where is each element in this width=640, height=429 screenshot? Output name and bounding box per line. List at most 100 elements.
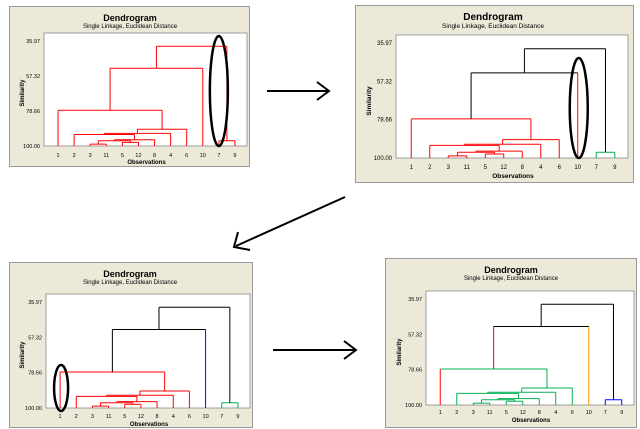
- x-tick-label: 9: [236, 414, 239, 420]
- x-tick-label: 12: [138, 414, 144, 420]
- x-tick-label: 11: [464, 165, 471, 171]
- y-tick-label: 57.32: [377, 79, 393, 85]
- x-tick-label: 11: [106, 414, 112, 420]
- y-tick-label: 57.32: [408, 332, 422, 338]
- chart-title: Dendrogram: [103, 269, 157, 279]
- y-axis-label: Similarity: [366, 86, 373, 116]
- y-axis-label: Similarity: [20, 79, 26, 107]
- x-tick-label: 7: [604, 410, 607, 416]
- x-tick-label: 4: [539, 165, 543, 171]
- x-tick-label: 7: [595, 165, 599, 171]
- x-tick-label: 10: [203, 414, 209, 420]
- x-tick-label: 5: [121, 153, 124, 159]
- x-tick-label: 10: [200, 153, 206, 159]
- x-tick-label: 6: [185, 153, 188, 159]
- x-axis-label: Observations: [512, 418, 551, 424]
- x-tick-label: 12: [520, 410, 526, 416]
- x-tick-label: 10: [586, 410, 592, 416]
- y-axis-label: Similarity: [20, 341, 26, 369]
- y-tick-label: 35.97: [377, 41, 393, 47]
- y-tick-label: 78.66: [377, 118, 393, 124]
- dendrogram-links: [59, 306, 239, 408]
- x-tick-label: 3: [447, 165, 451, 171]
- arrow-down-left-icon: [232, 196, 346, 251]
- x-tick-label: 8: [521, 165, 525, 171]
- y-tick-label: 35.97: [408, 297, 422, 303]
- x-tick-label: 4: [554, 410, 557, 416]
- y-tick-label: 100.00: [374, 156, 393, 162]
- x-tick-label: 12: [500, 165, 507, 171]
- y-tick-label: 78.66: [28, 371, 42, 377]
- highlight-ellipse: [208, 34, 230, 148]
- x-axis-label: Observations: [130, 422, 169, 428]
- x-tick-label: 8: [538, 410, 541, 416]
- x-tick-label: 11: [487, 410, 493, 416]
- x-tick-label: 2: [75, 414, 78, 420]
- x-axis-label: Observations: [492, 173, 534, 180]
- y-tick-label: 100.00: [23, 144, 40, 150]
- x-tick-label: 4: [169, 153, 172, 159]
- x-tick-label: 3: [472, 410, 475, 416]
- dendrogram-panel-step-1: Dendrogram Single Linkage, Euclidean Dist…: [9, 6, 250, 167]
- plot-area: [425, 290, 635, 406]
- x-axis-label: Observations: [127, 160, 166, 166]
- x-tick-label: 9: [233, 153, 236, 159]
- dendrogram-panel-step-4: Dendrogram Single Linkage, Euclidean Dist…: [385, 258, 637, 428]
- y-tick-label: 100.00: [25, 406, 42, 412]
- x-tick-label: 7: [217, 153, 220, 159]
- x-tick-label: 8: [156, 414, 159, 420]
- y-tick-label: 78.66: [26, 109, 40, 115]
- x-tick-label: 12: [135, 153, 141, 159]
- dendrogram-links: [439, 303, 623, 405]
- chart-title: Dendrogram: [484, 265, 538, 275]
- chart-subtitle: Single Linkage, Euclidean Distance: [83, 280, 178, 286]
- x-tick-label: 5: [505, 410, 508, 416]
- y-tick-label: 35.97: [28, 300, 42, 306]
- x-tick-label: 8: [153, 153, 156, 159]
- y-axis-label: Similarity: [397, 338, 403, 366]
- arrow-right-icon: [267, 81, 331, 101]
- y-tick-label: 100.00: [405, 403, 422, 409]
- x-tick-label: 2: [73, 153, 76, 159]
- x-tick-label: 9: [620, 410, 623, 416]
- chart-subtitle: Single Linkage, Euclidean Distance: [442, 23, 544, 30]
- y-tick-label: 78.66: [408, 368, 422, 374]
- x-tick-label: 3: [91, 414, 94, 420]
- highlight-ellipse: [52, 363, 70, 413]
- x-tick-label: 11: [103, 153, 109, 159]
- x-tick-label: 7: [220, 414, 223, 420]
- plot-area: [395, 34, 629, 159]
- chart-title: Dendrogram: [463, 12, 523, 23]
- dendrogram-links: [410, 48, 616, 158]
- y-tick-label: 35.97: [26, 39, 40, 45]
- x-tick-label: 1: [439, 410, 442, 416]
- x-tick-label: 1: [57, 153, 60, 159]
- chart-subtitle: Single Linkage, Euclidean Distance: [464, 276, 559, 282]
- x-tick-label: 6: [188, 414, 191, 420]
- x-tick-label: 5: [484, 165, 488, 171]
- chart-title: Dendrogram: [103, 13, 157, 23]
- arrow-right-icon: [273, 340, 358, 360]
- x-tick-label: 10: [574, 165, 581, 171]
- y-tick-label: 57.32: [26, 74, 40, 80]
- chart-subtitle: Single Linkage, Euclidean Distance: [83, 24, 178, 30]
- x-tick-label: 9: [613, 165, 617, 171]
- y-tick-label: 57.32: [28, 335, 42, 341]
- dendrogram-panel-step-3: Dendrogram Single Linkage, Euclidean Dist…: [9, 262, 253, 428]
- x-tick-label: 4: [172, 414, 175, 420]
- x-tick-label: 3: [89, 153, 92, 159]
- highlight-ellipse: [568, 56, 589, 160]
- x-tick-label: 5: [123, 414, 126, 420]
- x-tick-label: 2: [455, 410, 458, 416]
- plot-area: [45, 293, 251, 409]
- dendrogram-panel-step-2: Dendrogram Single Linkage, Euclidean Dist…: [355, 5, 634, 183]
- x-tick-label: 1: [410, 165, 414, 171]
- x-tick-label: 6: [571, 410, 574, 416]
- x-tick-label: 2: [428, 165, 432, 171]
- x-tick-label: 6: [558, 165, 562, 171]
- x-tick-label: 1: [59, 414, 62, 420]
